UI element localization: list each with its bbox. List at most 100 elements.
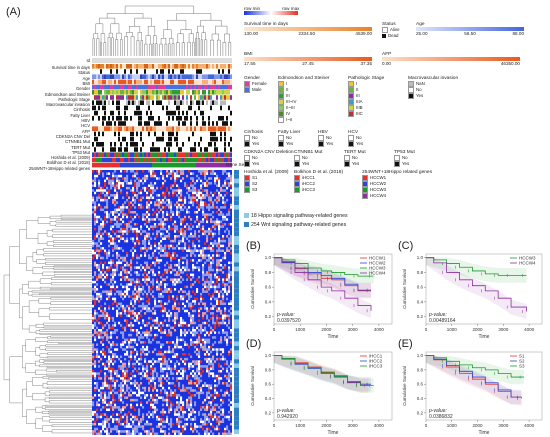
heatmap-cell xyxy=(214,242,217,245)
heatmap-cell xyxy=(214,321,217,325)
track-cell xyxy=(166,157,169,163)
heatmap-cell xyxy=(214,285,217,289)
heatmap-cell xyxy=(132,230,135,233)
heatmap-cell xyxy=(182,230,185,233)
heatmap-cell xyxy=(166,210,169,214)
heatmap-cell xyxy=(118,408,121,412)
heatmap-cell xyxy=(168,191,171,195)
track-cell xyxy=(202,110,205,116)
track-cell xyxy=(166,152,169,157)
heatmap-cell xyxy=(140,333,143,337)
heatmap-cell xyxy=(196,369,199,373)
heatmap-cell xyxy=(190,425,193,428)
heatmap-cell xyxy=(196,367,199,371)
heatmap-cell xyxy=(212,280,215,284)
id-cell xyxy=(106,58,109,63)
heatmap-cell xyxy=(130,425,133,428)
heatmap-cell xyxy=(188,379,191,383)
heatmap-cell xyxy=(190,251,193,255)
heatmap-cell xyxy=(136,430,139,433)
id-cell xyxy=(126,58,129,63)
heatmap-cell xyxy=(162,314,165,318)
heatmap-cell xyxy=(116,290,119,293)
track-cell xyxy=(218,162,221,168)
heatmap-cell xyxy=(218,261,221,265)
track-cell xyxy=(208,162,211,168)
heatmap-cell xyxy=(130,389,133,392)
heatmap-cell xyxy=(150,280,153,284)
track-cell xyxy=(124,110,127,116)
heatmap-cell xyxy=(98,184,101,187)
heatmap-cell xyxy=(102,273,105,277)
track-cell xyxy=(136,84,139,90)
track-cell xyxy=(166,74,169,79)
heatmap-cell xyxy=(166,324,169,327)
heatmap-cell xyxy=(176,396,179,399)
heatmap-cell xyxy=(164,319,167,322)
track-cell xyxy=(122,136,125,142)
heatmap-cell xyxy=(204,172,207,175)
geneset-cell xyxy=(234,319,239,324)
heatmap-cell xyxy=(140,425,143,428)
heatmap-cell xyxy=(196,374,199,378)
heatmap-cell xyxy=(96,348,99,351)
heatmap-cell xyxy=(142,367,145,371)
heatmap-cell xyxy=(184,341,187,344)
heatmap-cell xyxy=(120,343,123,346)
heatmap-cell xyxy=(166,420,169,424)
heatmap-cell xyxy=(116,348,119,351)
heatmap-cell xyxy=(110,377,113,380)
heatmap-cell xyxy=(130,326,133,330)
heatmap-cell xyxy=(156,259,159,262)
heatmap-cell xyxy=(176,213,179,216)
track-cell xyxy=(200,121,203,126)
heatmap-cell xyxy=(148,232,151,236)
heatmap-cell xyxy=(202,283,205,286)
heatmap-cell xyxy=(106,329,109,332)
heatmap-cell xyxy=(122,374,125,378)
id-cell xyxy=(160,58,163,63)
id-cell xyxy=(190,58,193,63)
heatmap-cell xyxy=(110,273,113,277)
heatmap-cell xyxy=(112,307,115,310)
heatmap-cell xyxy=(206,422,209,426)
heatmap-cell xyxy=(196,338,199,342)
heatmap-cell xyxy=(214,331,217,334)
heatmap-cell xyxy=(164,201,167,204)
track-cell xyxy=(172,126,175,131)
heatmap-cell xyxy=(140,247,143,250)
heatmap-cell xyxy=(140,283,143,286)
heatmap-cell xyxy=(218,194,221,197)
heatmap-cell xyxy=(134,425,137,428)
heatmap-cell xyxy=(128,278,131,281)
heatmap-cell xyxy=(200,367,203,371)
track-cell xyxy=(156,152,159,157)
heatmap-cell xyxy=(116,184,119,187)
heatmap-cell xyxy=(210,307,213,310)
heatmap-cell xyxy=(218,369,221,373)
track-cell xyxy=(114,142,117,147)
heatmap-cell xyxy=(228,316,231,320)
heatmap-cell xyxy=(208,203,211,207)
track-cell xyxy=(230,162,232,168)
heatmap-cell xyxy=(230,382,232,385)
heatmap-cell xyxy=(182,369,185,373)
track-cell xyxy=(144,157,147,163)
geneset-cell xyxy=(234,350,239,355)
heatmap-cell xyxy=(126,369,129,373)
heatmap-cell xyxy=(92,362,95,366)
heatmap-cell xyxy=(138,191,141,195)
heatmap-cell xyxy=(106,432,109,435)
geneset-cell xyxy=(234,240,239,245)
track-cell xyxy=(110,90,113,95)
heatmap-cell xyxy=(174,283,177,286)
heatmap-cell xyxy=(146,203,149,207)
track-cell xyxy=(106,110,109,116)
heatmap-cell xyxy=(136,297,139,301)
heatmap-cell xyxy=(224,362,227,366)
heatmap-cell xyxy=(160,300,163,303)
heatmap-cell xyxy=(122,297,125,301)
heatmap-cell xyxy=(94,331,97,334)
heatmap-cell xyxy=(98,239,101,243)
heatmap-cell xyxy=(146,367,149,371)
